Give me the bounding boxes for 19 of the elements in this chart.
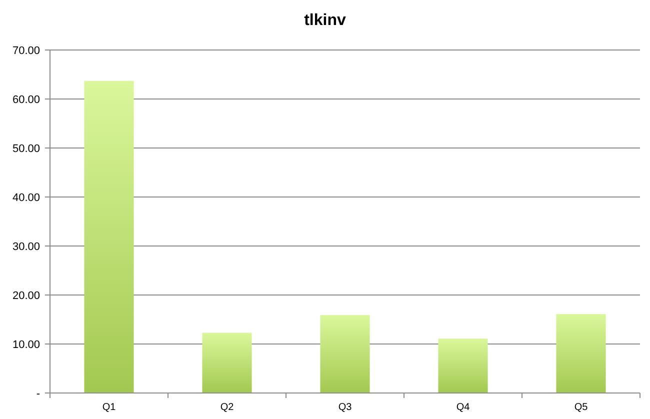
y-tick-label: - — [36, 388, 40, 400]
y-tick-label: 70.00 — [12, 44, 40, 57]
bar — [202, 332, 252, 393]
bar — [438, 338, 488, 393]
y-tick-label: 60.00 — [12, 94, 40, 106]
x-tick-label: Q1 — [102, 402, 116, 413]
x-tick-label: Q4 — [456, 402, 470, 413]
x-tick-label: Q3 — [338, 402, 352, 413]
y-tick-label: 50.00 — [12, 142, 40, 155]
x-tick-label: Q2 — [220, 402, 234, 413]
y-tick-label: 20.00 — [12, 290, 40, 302]
chart-title: tlkinv — [304, 12, 346, 29]
y-tick-label: 40.00 — [12, 192, 40, 204]
y-tick-label: 30.00 — [12, 240, 40, 253]
y-tick-label: 10.00 — [12, 338, 40, 351]
x-tick-label: Q5 — [574, 402, 588, 413]
bar — [556, 314, 606, 393]
bar — [84, 80, 134, 393]
bar — [320, 315, 370, 393]
